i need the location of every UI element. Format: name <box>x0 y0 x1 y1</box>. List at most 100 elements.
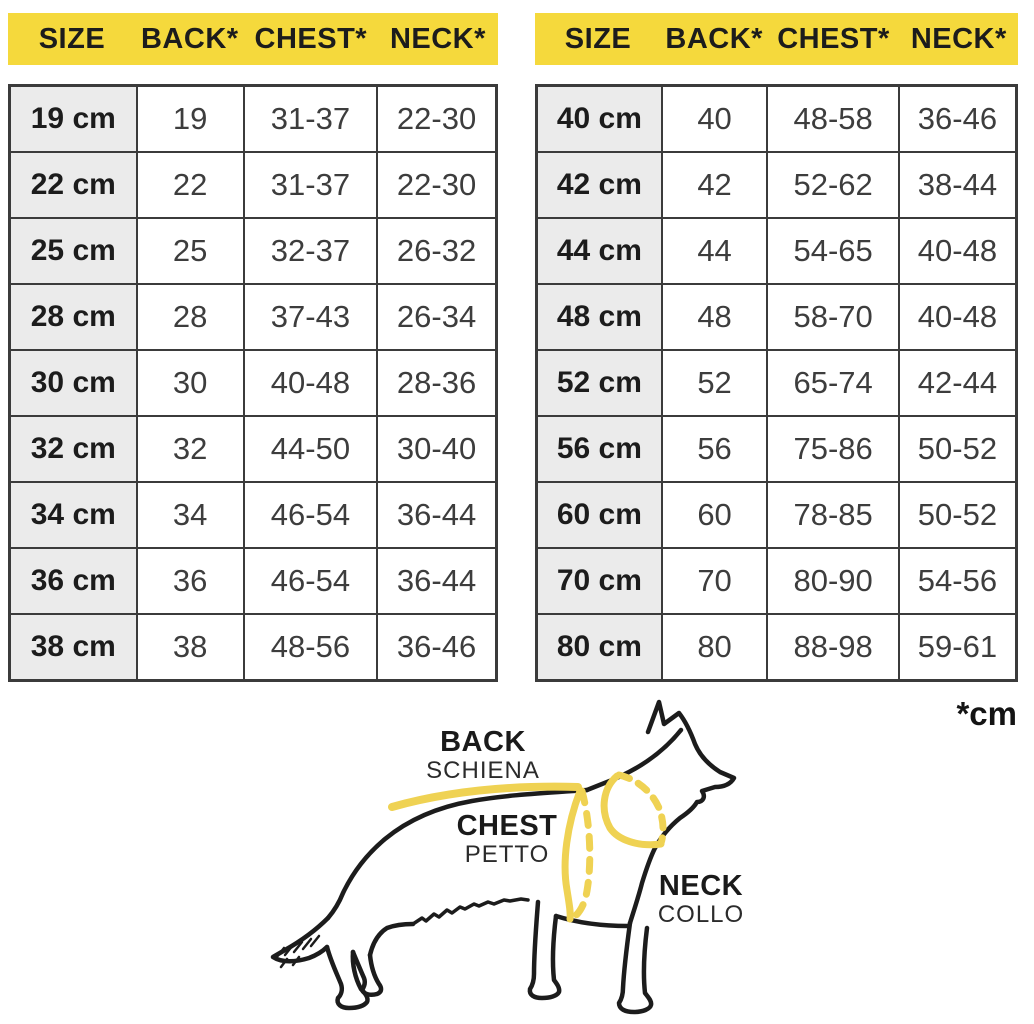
value-cell: 40-48 <box>242 349 379 417</box>
neck-measure-label: NECK COLLO <box>658 870 744 928</box>
value-cell: 44-50 <box>242 415 379 483</box>
value-cell: 40-48 <box>897 283 1018 351</box>
value-cell: 38 <box>135 613 245 682</box>
value-cell: 75-86 <box>766 415 900 483</box>
table-row: 32 cm 32 44-50 30-40 <box>8 415 498 483</box>
back-label-title: BACK <box>440 726 526 758</box>
size-table-grid: 19 cm 19 31-37 22-30 22 cm 22 31-37 22-30 25 cm 2… <box>8 84 498 682</box>
table-row: 80 cm 80 88-98 59-61 <box>535 613 1018 682</box>
table-row: 28 cm 28 37-43 26-34 <box>8 283 498 351</box>
table-row: 36 cm 36 46-54 36-44 <box>8 547 498 615</box>
value-cell: 22-30 <box>376 84 498 153</box>
neck-measure-line-solid <box>600 772 665 849</box>
column-header: NECK* <box>910 22 1007 55</box>
neck-measure-line-dashed <box>615 771 667 847</box>
size-table-grid: 40 cm 40 48-58 36-46 42 cm 42 52-62 38-44 44 cm 4… <box>535 84 1018 682</box>
chest-label-subtitle: PETTO <box>464 841 550 869</box>
size-cell: 40 cm <box>535 84 663 153</box>
value-cell: 22 <box>135 151 245 219</box>
value-cell: 40 <box>660 84 769 153</box>
table-row: 30 cm 30 40-48 28-36 <box>8 349 498 417</box>
value-cell: 36-44 <box>376 547 498 615</box>
value-cell: 50-52 <box>897 481 1018 549</box>
value-cell: 34 <box>135 481 245 549</box>
column-header: BACK* <box>665 22 763 55</box>
table-row: 40 cm 40 48-58 36-46 <box>535 84 1018 153</box>
chest-measure-line-solid <box>561 787 584 923</box>
column-header: CHEST* <box>254 22 368 55</box>
size-cell: 25 cm <box>8 217 138 285</box>
dog-front-leg-far <box>616 920 654 1015</box>
value-cell: 28 <box>135 283 245 351</box>
dog-back-line <box>325 787 590 921</box>
dog-head-and-chest-line <box>627 699 737 926</box>
column-header: BACK* <box>140 22 239 55</box>
value-cell: 46-54 <box>242 547 379 615</box>
value-cell: 60 <box>660 481 769 549</box>
value-cell: 30 <box>135 349 245 417</box>
back-measure-label: BACK SCHIENA <box>426 726 540 785</box>
table-header-row: SIZE BACK* CHEST* NECK* <box>8 13 498 65</box>
table-row: 19 cm 19 31-37 22-30 <box>8 84 498 153</box>
value-cell: 54-65 <box>766 217 900 285</box>
value-cell: 80 <box>660 613 769 682</box>
value-cell: 36-44 <box>376 481 498 549</box>
value-cell: 36-46 <box>897 84 1018 153</box>
size-cell: 28 cm <box>8 283 138 351</box>
neck-label-title: NECK <box>658 870 744 902</box>
dog-front-leg-near <box>527 899 562 1001</box>
table-row: 22 cm 22 31-37 22-30 <box>8 151 498 219</box>
value-cell: 38-44 <box>897 151 1018 219</box>
value-cell: 26-34 <box>376 283 498 351</box>
column-header: SIZE <box>38 22 106 55</box>
size-cell: 48 cm <box>535 283 663 351</box>
value-cell: 52 <box>660 349 769 417</box>
table-row: 48 cm 48 58-70 40-48 <box>535 283 1018 351</box>
back-measure-line <box>388 782 582 811</box>
table-row: 70 cm 70 80-90 54-56 <box>535 547 1018 615</box>
dog-outline-illustration <box>270 699 737 1015</box>
value-cell: 54-56 <box>897 547 1018 615</box>
size-cell: 42 cm <box>535 151 663 219</box>
size-cell: 70 cm <box>535 547 663 615</box>
column-header: CHEST* <box>777 22 890 55</box>
size-cell: 60 cm <box>535 481 663 549</box>
value-cell: 80-90 <box>766 547 900 615</box>
value-cell: 42-44 <box>897 349 1018 417</box>
column-header: SIZE <box>564 22 632 55</box>
size-table-small-sizes: SIZE BACK* CHEST* NECK* 19 cm 19 31-37 22-30 22… <box>8 13 498 682</box>
dog-thigh-line <box>367 921 416 958</box>
value-cell: 36 <box>135 547 245 615</box>
dog-tail <box>270 915 331 964</box>
size-cell: 36 cm <box>8 547 138 615</box>
table-row: 52 cm 52 65-74 42-44 <box>535 349 1018 417</box>
value-cell: 48-58 <box>766 84 900 153</box>
value-cell: 32-37 <box>242 217 379 285</box>
size-cell: 22 cm <box>8 151 138 219</box>
size-cell: 56 cm <box>535 415 663 483</box>
size-cell: 44 cm <box>535 217 663 285</box>
dog-neck-back-line <box>584 727 684 793</box>
back-label-subtitle: SCHIENA <box>426 757 540 785</box>
value-cell: 26-32 <box>376 217 498 285</box>
value-cell: 36-46 <box>376 613 498 682</box>
dog-underchest-line <box>553 913 631 929</box>
value-cell: 25 <box>135 217 245 285</box>
table-row: 38 cm 38 48-56 36-46 <box>8 613 498 682</box>
size-cell: 34 cm <box>8 481 138 549</box>
size-cell: 38 cm <box>8 613 138 682</box>
value-cell: 48-56 <box>242 613 379 682</box>
value-cell: 37-43 <box>242 283 379 351</box>
value-cell: 28-36 <box>376 349 498 417</box>
value-cell: 44 <box>660 217 769 285</box>
value-cell: 88-98 <box>766 613 900 682</box>
value-cell: 59-61 <box>897 613 1018 682</box>
table-row: 60 cm 60 78-85 50-52 <box>535 481 1018 549</box>
value-cell: 31-37 <box>242 151 379 219</box>
table-row: 25 cm 25 32-37 26-32 <box>8 217 498 285</box>
table-row: 44 cm 44 54-65 40-48 <box>535 217 1018 285</box>
size-table-large-sizes: SIZE BACK* CHEST* NECK* 40 cm 40 48-58 36-46 42… <box>535 13 1018 682</box>
size-cell: 30 cm <box>8 349 138 417</box>
dog-measurement-diagram <box>250 690 770 1024</box>
